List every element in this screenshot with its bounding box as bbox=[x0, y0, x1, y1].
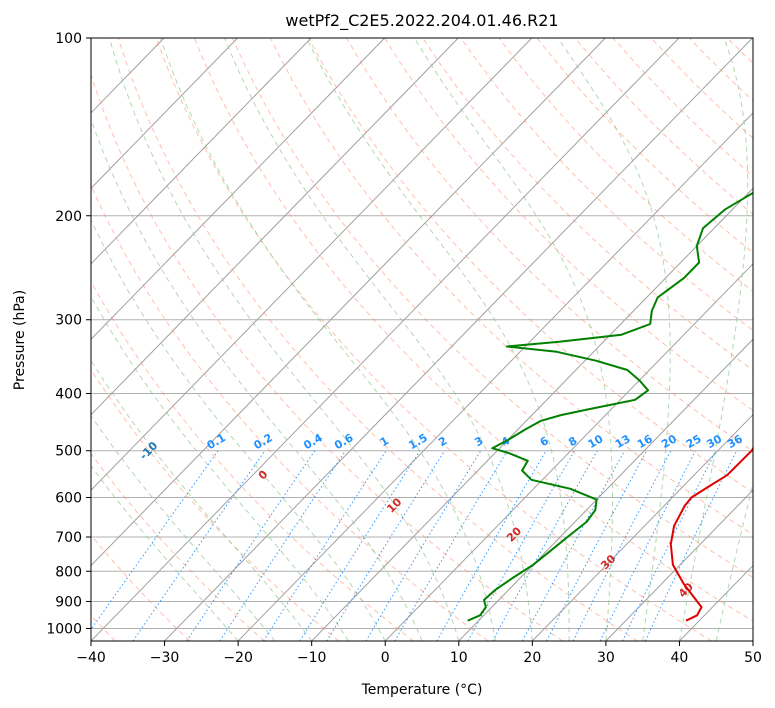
dry-adiabat-line bbox=[91, 368, 340, 641]
y-tick-label: 900 bbox=[55, 594, 82, 610]
y-axis-label: Pressure (hPa) bbox=[12, 290, 28, 390]
isotherm-line bbox=[531, 413, 753, 641]
x-tick-label: 30 bbox=[597, 650, 615, 666]
x-axis-label: Temperature (°C) bbox=[361, 682, 483, 698]
chart-title: wetPf2_C2E5.2022.204.01.46.R21 bbox=[285, 11, 558, 31]
background-lines bbox=[91, 38, 753, 641]
moist-adiabat-line bbox=[160, 38, 497, 641]
x-tick-label: −40 bbox=[76, 650, 106, 666]
x-tick-label: −30 bbox=[150, 650, 180, 666]
x-tick-label: 20 bbox=[523, 650, 541, 666]
x-tick-label: 40 bbox=[671, 650, 689, 666]
temperature-profile-line bbox=[669, 446, 753, 622]
dry-adiabat-line bbox=[231, 38, 753, 579]
x-tick-label: 10 bbox=[450, 650, 468, 666]
isotherm-line bbox=[91, 38, 312, 265]
mixing-ratio-line bbox=[467, 450, 576, 641]
dry-adiabat-line bbox=[498, 38, 753, 292]
moist-adiabat-line bbox=[108, 38, 460, 641]
mixing-ratio-line bbox=[186, 450, 316, 641]
dewpoint-profile-line bbox=[467, 191, 753, 622]
y-tick-label: 500 bbox=[55, 444, 82, 460]
plot-frame bbox=[90, 37, 754, 642]
dry-adiabat-line bbox=[308, 38, 753, 494]
mixing-ratio-line bbox=[132, 450, 266, 641]
y-tick-label: 300 bbox=[55, 313, 82, 329]
y-tick-label: 700 bbox=[55, 530, 82, 546]
moist-adiabat-line bbox=[413, 38, 613, 641]
dry-adiabat-line bbox=[91, 280, 414, 641]
moist-adiabat-line bbox=[557, 38, 671, 641]
moist-adiabat-line bbox=[91, 218, 386, 641]
isotherm-line bbox=[384, 263, 753, 641]
dry-adiabat-line bbox=[384, 38, 753, 412]
isotherm-line bbox=[91, 38, 238, 190]
y-tick-label: 200 bbox=[55, 209, 82, 225]
y-tick-label: 100 bbox=[55, 31, 82, 47]
x-tick-label: 0 bbox=[381, 650, 390, 666]
isotherm-line bbox=[237, 112, 753, 641]
moist-adiabat-line bbox=[91, 117, 423, 641]
isotherm-line bbox=[91, 38, 459, 416]
y-tick-label: 600 bbox=[55, 490, 82, 506]
dry-adiabat-line bbox=[117, 38, 638, 641]
mixing-ratio-line bbox=[326, 450, 446, 641]
isotherm-line bbox=[91, 38, 680, 641]
mixing-ratio-line bbox=[263, 450, 387, 641]
x-tick-label: −20 bbox=[223, 650, 253, 666]
moist-adiabat-line bbox=[91, 414, 276, 641]
y-tick-label: 800 bbox=[55, 564, 82, 580]
mixing-ratio-line bbox=[436, 450, 547, 641]
mixing-ratio-line bbox=[91, 450, 219, 631]
plot-background bbox=[91, 38, 753, 641]
x-tick-label: −10 bbox=[297, 650, 327, 666]
y-axis: 100 200 300 400 500 600 700 800 900 1000 bbox=[46, 31, 91, 637]
dry-adiabat-line bbox=[269, 38, 753, 536]
y-tick-label: 1000 bbox=[46, 621, 82, 637]
x-tick-label: 50 bbox=[744, 650, 762, 666]
mixing-ratio-line bbox=[599, 450, 696, 641]
mixing-ratio-line bbox=[219, 450, 347, 641]
isotherm-line bbox=[91, 38, 386, 340]
isotherm-line bbox=[91, 38, 606, 567]
series-layer bbox=[467, 191, 753, 622]
isotherm-line bbox=[164, 38, 753, 641]
isotherm-line bbox=[605, 489, 753, 641]
mixing-ratio-line bbox=[572, 450, 672, 641]
dry-adiabat-line bbox=[422, 38, 753, 371]
y-tick-label: 400 bbox=[55, 387, 82, 403]
moist-adiabat-line bbox=[91, 464, 239, 641]
moist-adiabat-line bbox=[224, 38, 533, 641]
x-axis: −40 −30 −20 −10 0 10 20 30 40 50 bbox=[76, 641, 762, 666]
isotherm-line bbox=[91, 38, 533, 491]
dry-adiabat-line bbox=[91, 73, 563, 641]
moist-adiabat-line bbox=[91, 359, 313, 641]
